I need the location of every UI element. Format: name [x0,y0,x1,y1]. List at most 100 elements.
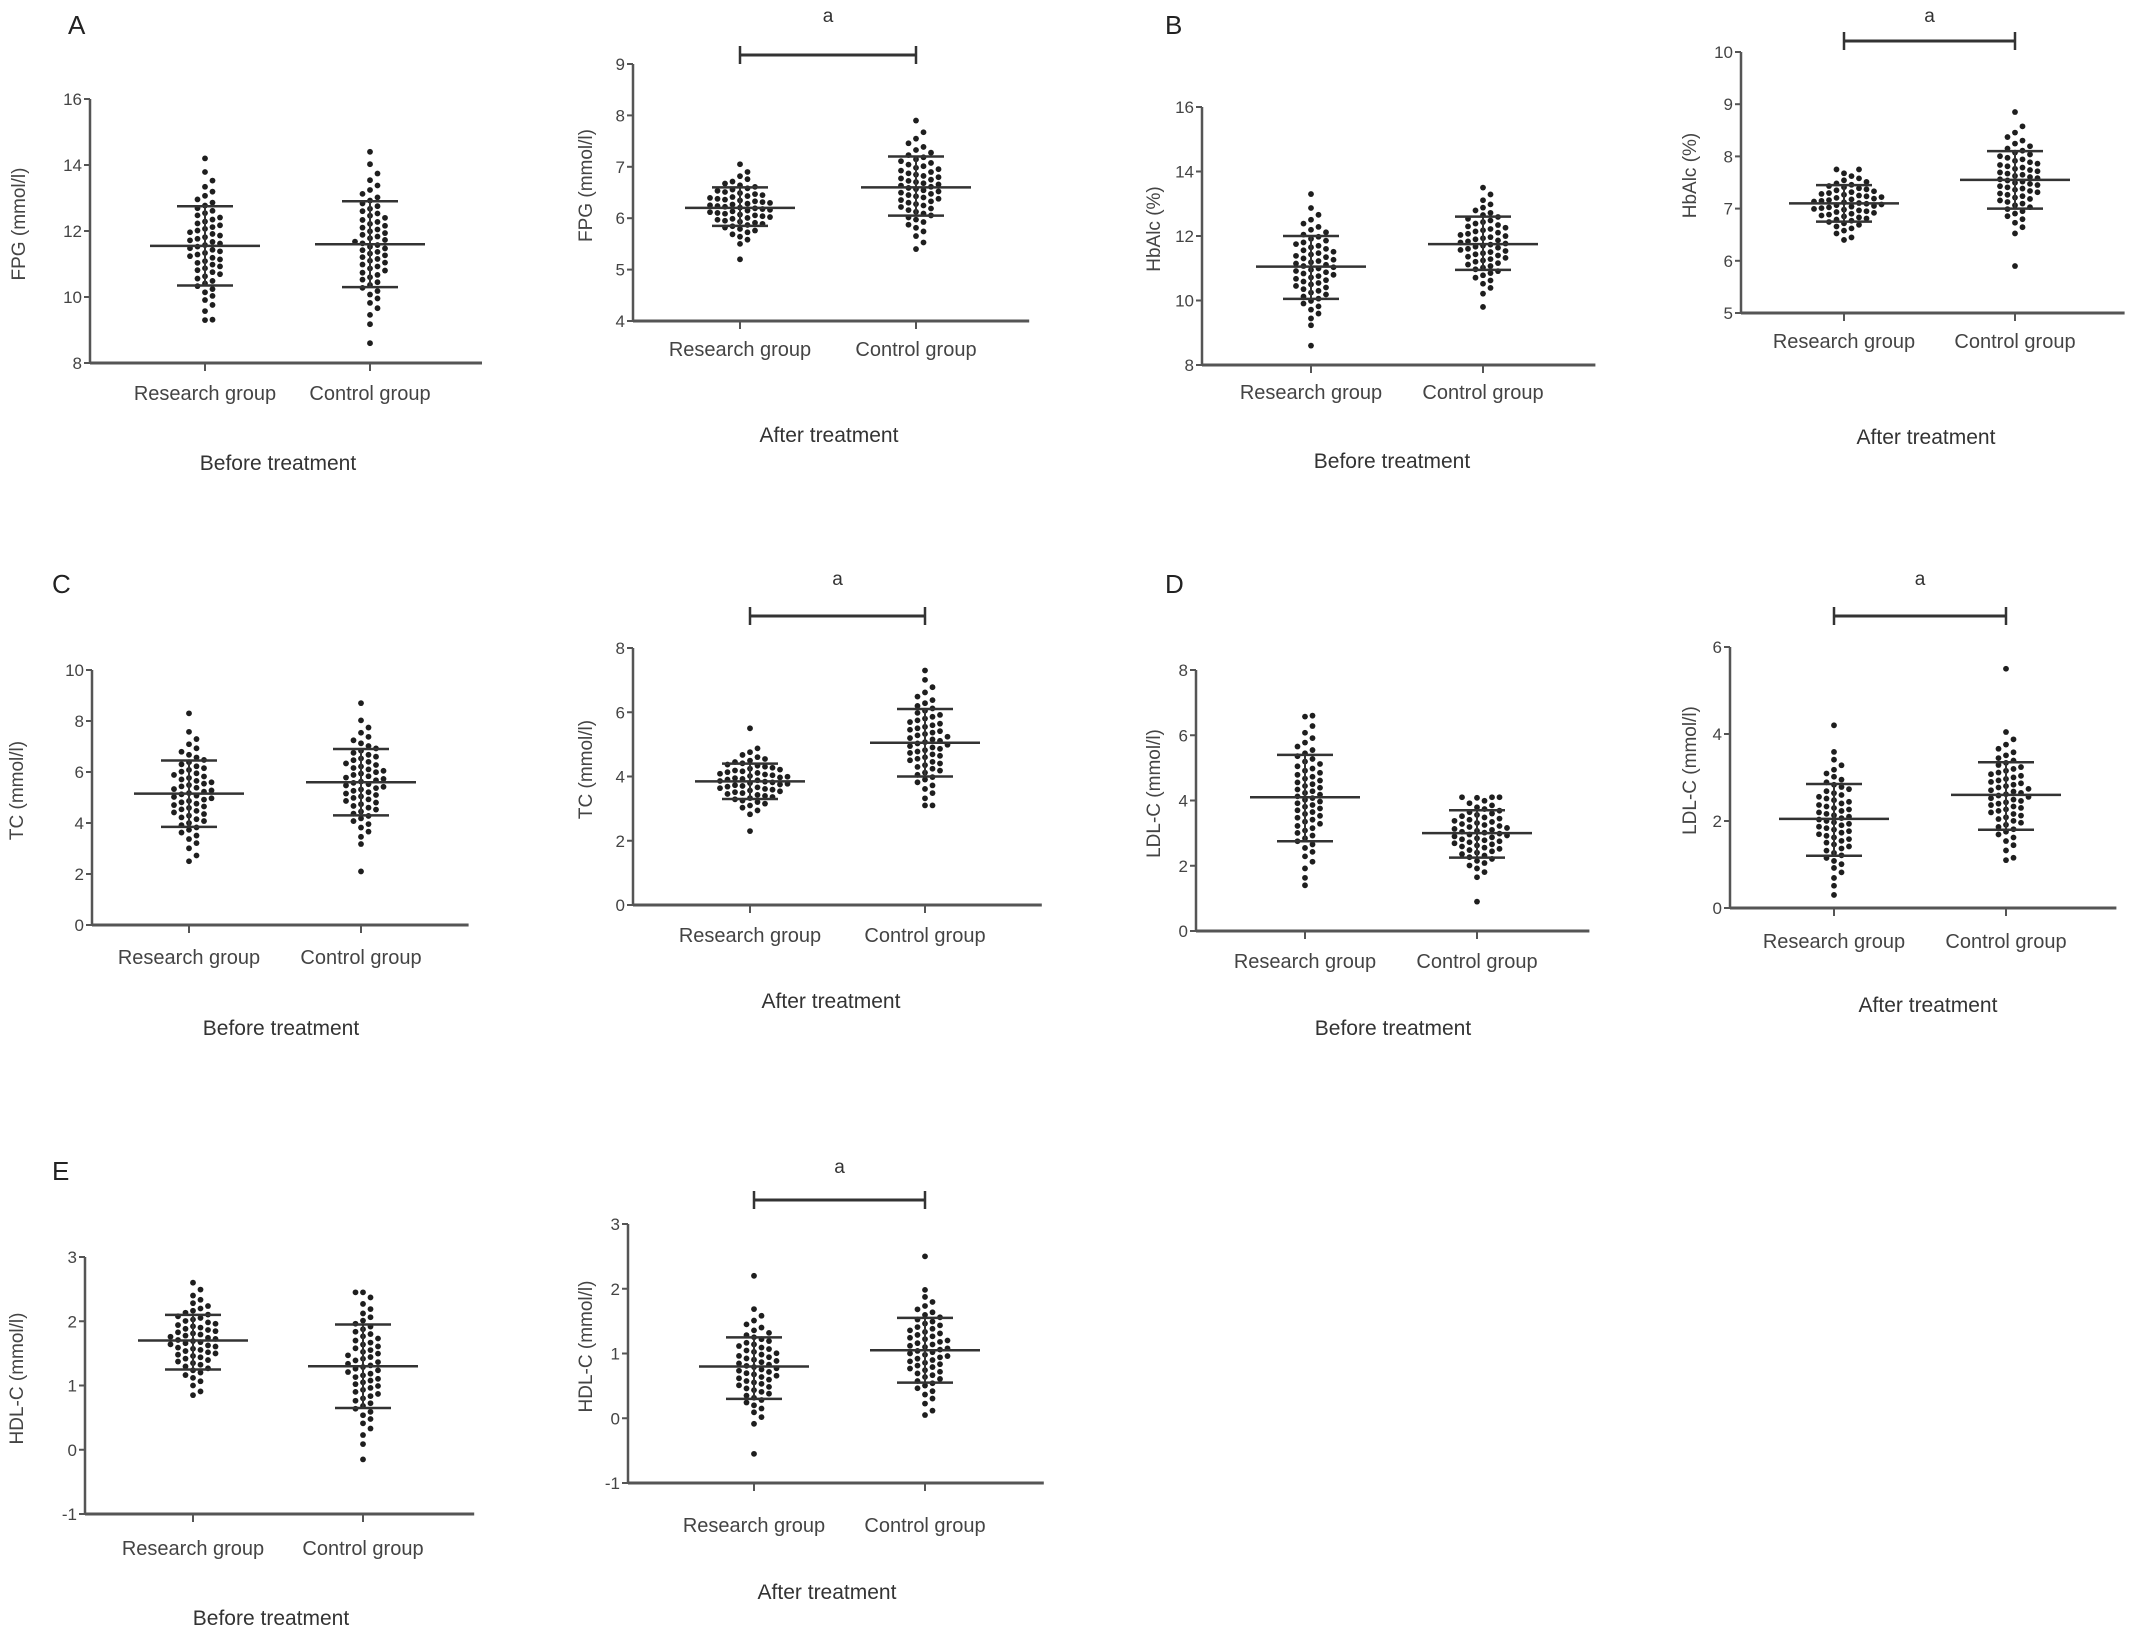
data-point [365,724,372,731]
data-point [739,768,746,775]
data-point [178,748,185,755]
data-point [1315,287,1322,294]
data-point [1856,175,1862,182]
data-point [209,177,216,184]
y-tick-label: 0 [616,896,625,915]
data-point [922,700,928,707]
data-point [365,773,372,780]
data-point [208,795,215,802]
data-point [193,852,200,859]
data-point [2027,167,2033,173]
data-point [205,1349,211,1356]
data-point [350,795,357,801]
data-point [182,1355,189,1362]
data-point [373,753,379,760]
data-point [1309,832,1316,839]
data-point [1823,770,1830,777]
data-point [1330,248,1337,255]
data-point [352,1289,359,1296]
data-point [929,713,936,720]
data-point [1308,342,1314,349]
data-point [367,340,373,347]
data-point [194,220,201,227]
data-point [1833,209,1840,215]
data-point [175,1322,181,1328]
data-point [2019,224,2026,231]
data-point [1481,844,1488,851]
data-point [182,1332,189,1339]
data-point [365,828,372,835]
data-point [1826,197,1832,204]
x-tick-label: Research group [1773,331,1915,353]
subplot-9: -1 0 1 2 3 HDL-C (mmol/l) After treatment a Rese… [576,1157,1044,1604]
data-point [1323,291,1329,298]
data-point [762,763,768,770]
data-point [1856,207,1862,214]
x-tick-label: Control group [1945,931,2066,953]
data-point [202,317,208,323]
data-point [744,200,751,207]
data-point [717,785,723,792]
subplot-2: 8 10 12 14 16 HbAlc (%) Before treatment B Resea… [1144,10,1596,473]
data-point [1294,807,1301,814]
data-point [751,1450,757,1457]
data-point [922,802,928,809]
y-tick-label: 10 [63,288,82,307]
data-point [744,236,751,243]
data-point [193,832,200,839]
data-point [937,728,943,735]
data-point [937,752,943,759]
x-tick-label: Research group [683,1515,825,1537]
data-point [898,158,904,165]
data-point [178,829,185,836]
data-point [205,1342,211,1349]
data-point [209,207,216,214]
data-point [1995,831,2002,838]
data-point [382,222,388,229]
data-point [929,765,936,772]
data-point [1317,805,1323,812]
data-point [2003,857,2009,864]
data-point [2019,216,2026,223]
data-point [1487,249,1494,255]
data-point [1300,278,1307,285]
data-point [190,1292,196,1299]
y-tick-label: 6 [616,209,625,228]
data-point [202,289,208,296]
data-point [359,190,366,197]
data-point [1293,268,1299,274]
data-point [2027,188,2033,194]
data-point [358,729,364,736]
data-point [2025,785,2032,792]
data-point [343,798,349,804]
data-point [193,800,200,807]
data-point [1309,802,1316,808]
data-point [1302,713,1308,720]
data-point [343,774,349,781]
y-axis-label: HbAlc (%) [1680,133,1701,219]
data-point [754,754,761,761]
data-point [907,1342,913,1349]
data-point [190,1307,196,1314]
data-point [352,1374,359,1380]
data-point [1309,825,1316,832]
data-point [197,1286,204,1293]
data-points [1988,665,2032,864]
data-point [186,845,192,852]
data-point [375,1375,381,1382]
y-tick-label: 0 [1179,922,1188,941]
data-point [367,1370,374,1377]
panel-letter: A [68,10,86,40]
data-point [1489,819,1495,825]
data-point [1995,777,2002,784]
data-point [1474,874,1480,881]
data-point [1823,832,1830,839]
data-point [1489,834,1495,841]
y-axis-label: FPG (mmol/l) [576,129,597,242]
group-control: Control group [864,667,986,947]
data-point [754,770,761,776]
data-point [350,765,357,771]
data-point [193,807,200,814]
x-tick-label: Control group [864,1515,985,1537]
data-point [382,230,388,236]
